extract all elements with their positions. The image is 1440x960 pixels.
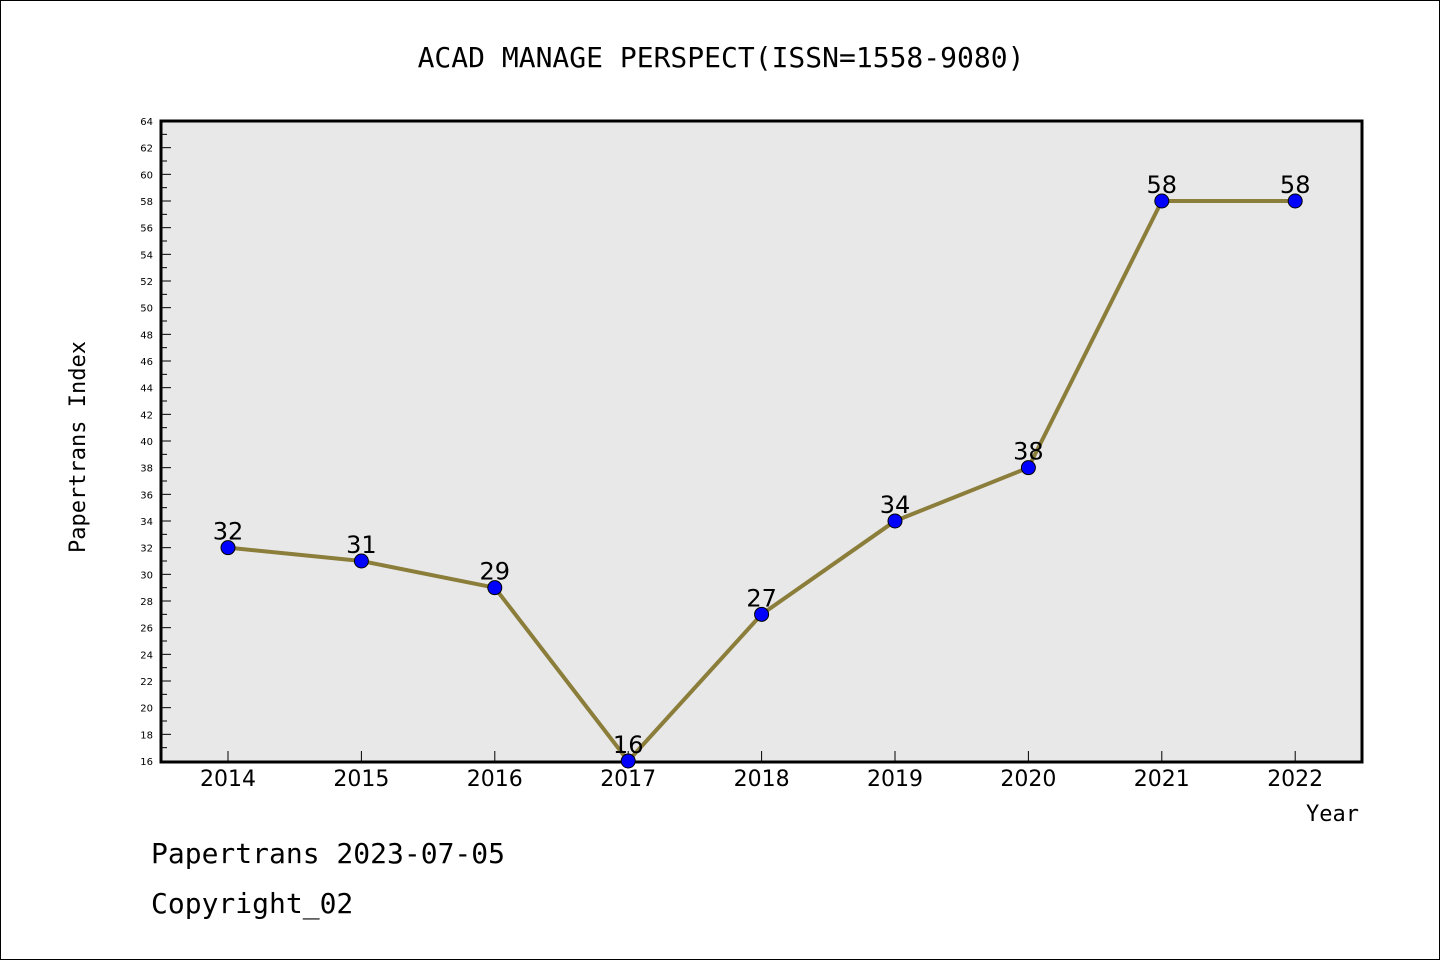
y-tick-label: 24 bbox=[140, 650, 153, 661]
x-tick-label: 2016 bbox=[467, 767, 523, 792]
data-label: 58 bbox=[1280, 171, 1311, 199]
y-tick-label: 44 bbox=[140, 384, 153, 395]
y-tick-label: 32 bbox=[140, 544, 153, 555]
y-tick-label: 48 bbox=[140, 330, 153, 341]
y-tick-label: 18 bbox=[140, 730, 153, 741]
y-tick-label: 52 bbox=[140, 277, 153, 288]
y-tick-label: 54 bbox=[140, 250, 153, 261]
x-tick-label: 2017 bbox=[600, 767, 656, 792]
data-point bbox=[754, 606, 770, 622]
y-tick-label: 36 bbox=[140, 490, 153, 501]
chart-title: ACAD MANAGE PERSPECT(ISSN=1558-9080) bbox=[418, 41, 1025, 74]
footer-copyright: Copyright_02 bbox=[151, 887, 354, 920]
y-tick-label: 20 bbox=[140, 704, 153, 715]
data-point bbox=[620, 753, 636, 769]
data-point bbox=[1154, 193, 1170, 209]
y-axis-label: Papertrans Index bbox=[66, 341, 91, 553]
x-tick-label: 2022 bbox=[1267, 767, 1323, 792]
data-label: 34 bbox=[880, 491, 911, 519]
data-label: 32 bbox=[213, 518, 244, 546]
data-point bbox=[1287, 193, 1303, 209]
data-label: 29 bbox=[480, 558, 511, 586]
data-label: 16 bbox=[613, 731, 644, 759]
y-tick-label: 40 bbox=[140, 437, 153, 448]
x-tick-label: 2015 bbox=[333, 767, 389, 792]
y-tick-label: 60 bbox=[140, 170, 153, 181]
y-tick-label: 34 bbox=[140, 517, 153, 528]
y-axis-ticks: 16 18 20 22 24 26 28 30 32 34 36 38 40 42 44 46 48 50 52 54… bbox=[140, 117, 171, 768]
y-tick-label: 56 bbox=[140, 224, 153, 235]
data-markers bbox=[220, 193, 1303, 769]
y-tick-label: 28 bbox=[140, 597, 153, 608]
plot-area bbox=[159, 119, 1364, 764]
data-label: 58 bbox=[1147, 171, 1178, 199]
data-label: 27 bbox=[746, 584, 777, 612]
data-point bbox=[353, 553, 369, 569]
y-tick-label: 22 bbox=[140, 677, 153, 688]
y-tick-label: 42 bbox=[140, 410, 153, 421]
data-point bbox=[887, 513, 903, 529]
data-point bbox=[1020, 460, 1036, 476]
y-tick-label: 58 bbox=[140, 197, 153, 208]
data-label: 31 bbox=[346, 531, 377, 559]
y-tick-label: 38 bbox=[140, 464, 153, 475]
x-axis-ticks: 2014 2015 2016 2017 2018 2019 2020 2021 2022 bbox=[200, 751, 1323, 792]
x-tick-label: 2020 bbox=[1000, 767, 1056, 792]
x-tick-label: 2019 bbox=[867, 767, 923, 792]
y-tick-label: 64 bbox=[140, 117, 153, 128]
footer-date: Papertrans 2023-07-05 bbox=[151, 837, 506, 870]
data-point bbox=[220, 540, 236, 556]
y-tick-label: 26 bbox=[140, 624, 153, 635]
y-tick-label: 50 bbox=[140, 304, 153, 315]
y-tick-label: 30 bbox=[140, 570, 153, 581]
data-labels: 32 31 29 16 27 34 38 58 58 bbox=[213, 171, 1311, 759]
data-label: 38 bbox=[1013, 438, 1044, 466]
x-tick-label: 2014 bbox=[200, 767, 256, 792]
y-tick-label: 62 bbox=[140, 144, 153, 155]
x-tick-label: 2021 bbox=[1134, 767, 1190, 792]
x-tick-label: 2018 bbox=[734, 767, 790, 792]
y-tick-label: 16 bbox=[140, 757, 153, 768]
data-point bbox=[487, 580, 503, 596]
y-tick-label: 46 bbox=[140, 357, 153, 368]
x-axis-label: Year bbox=[1306, 802, 1359, 827]
